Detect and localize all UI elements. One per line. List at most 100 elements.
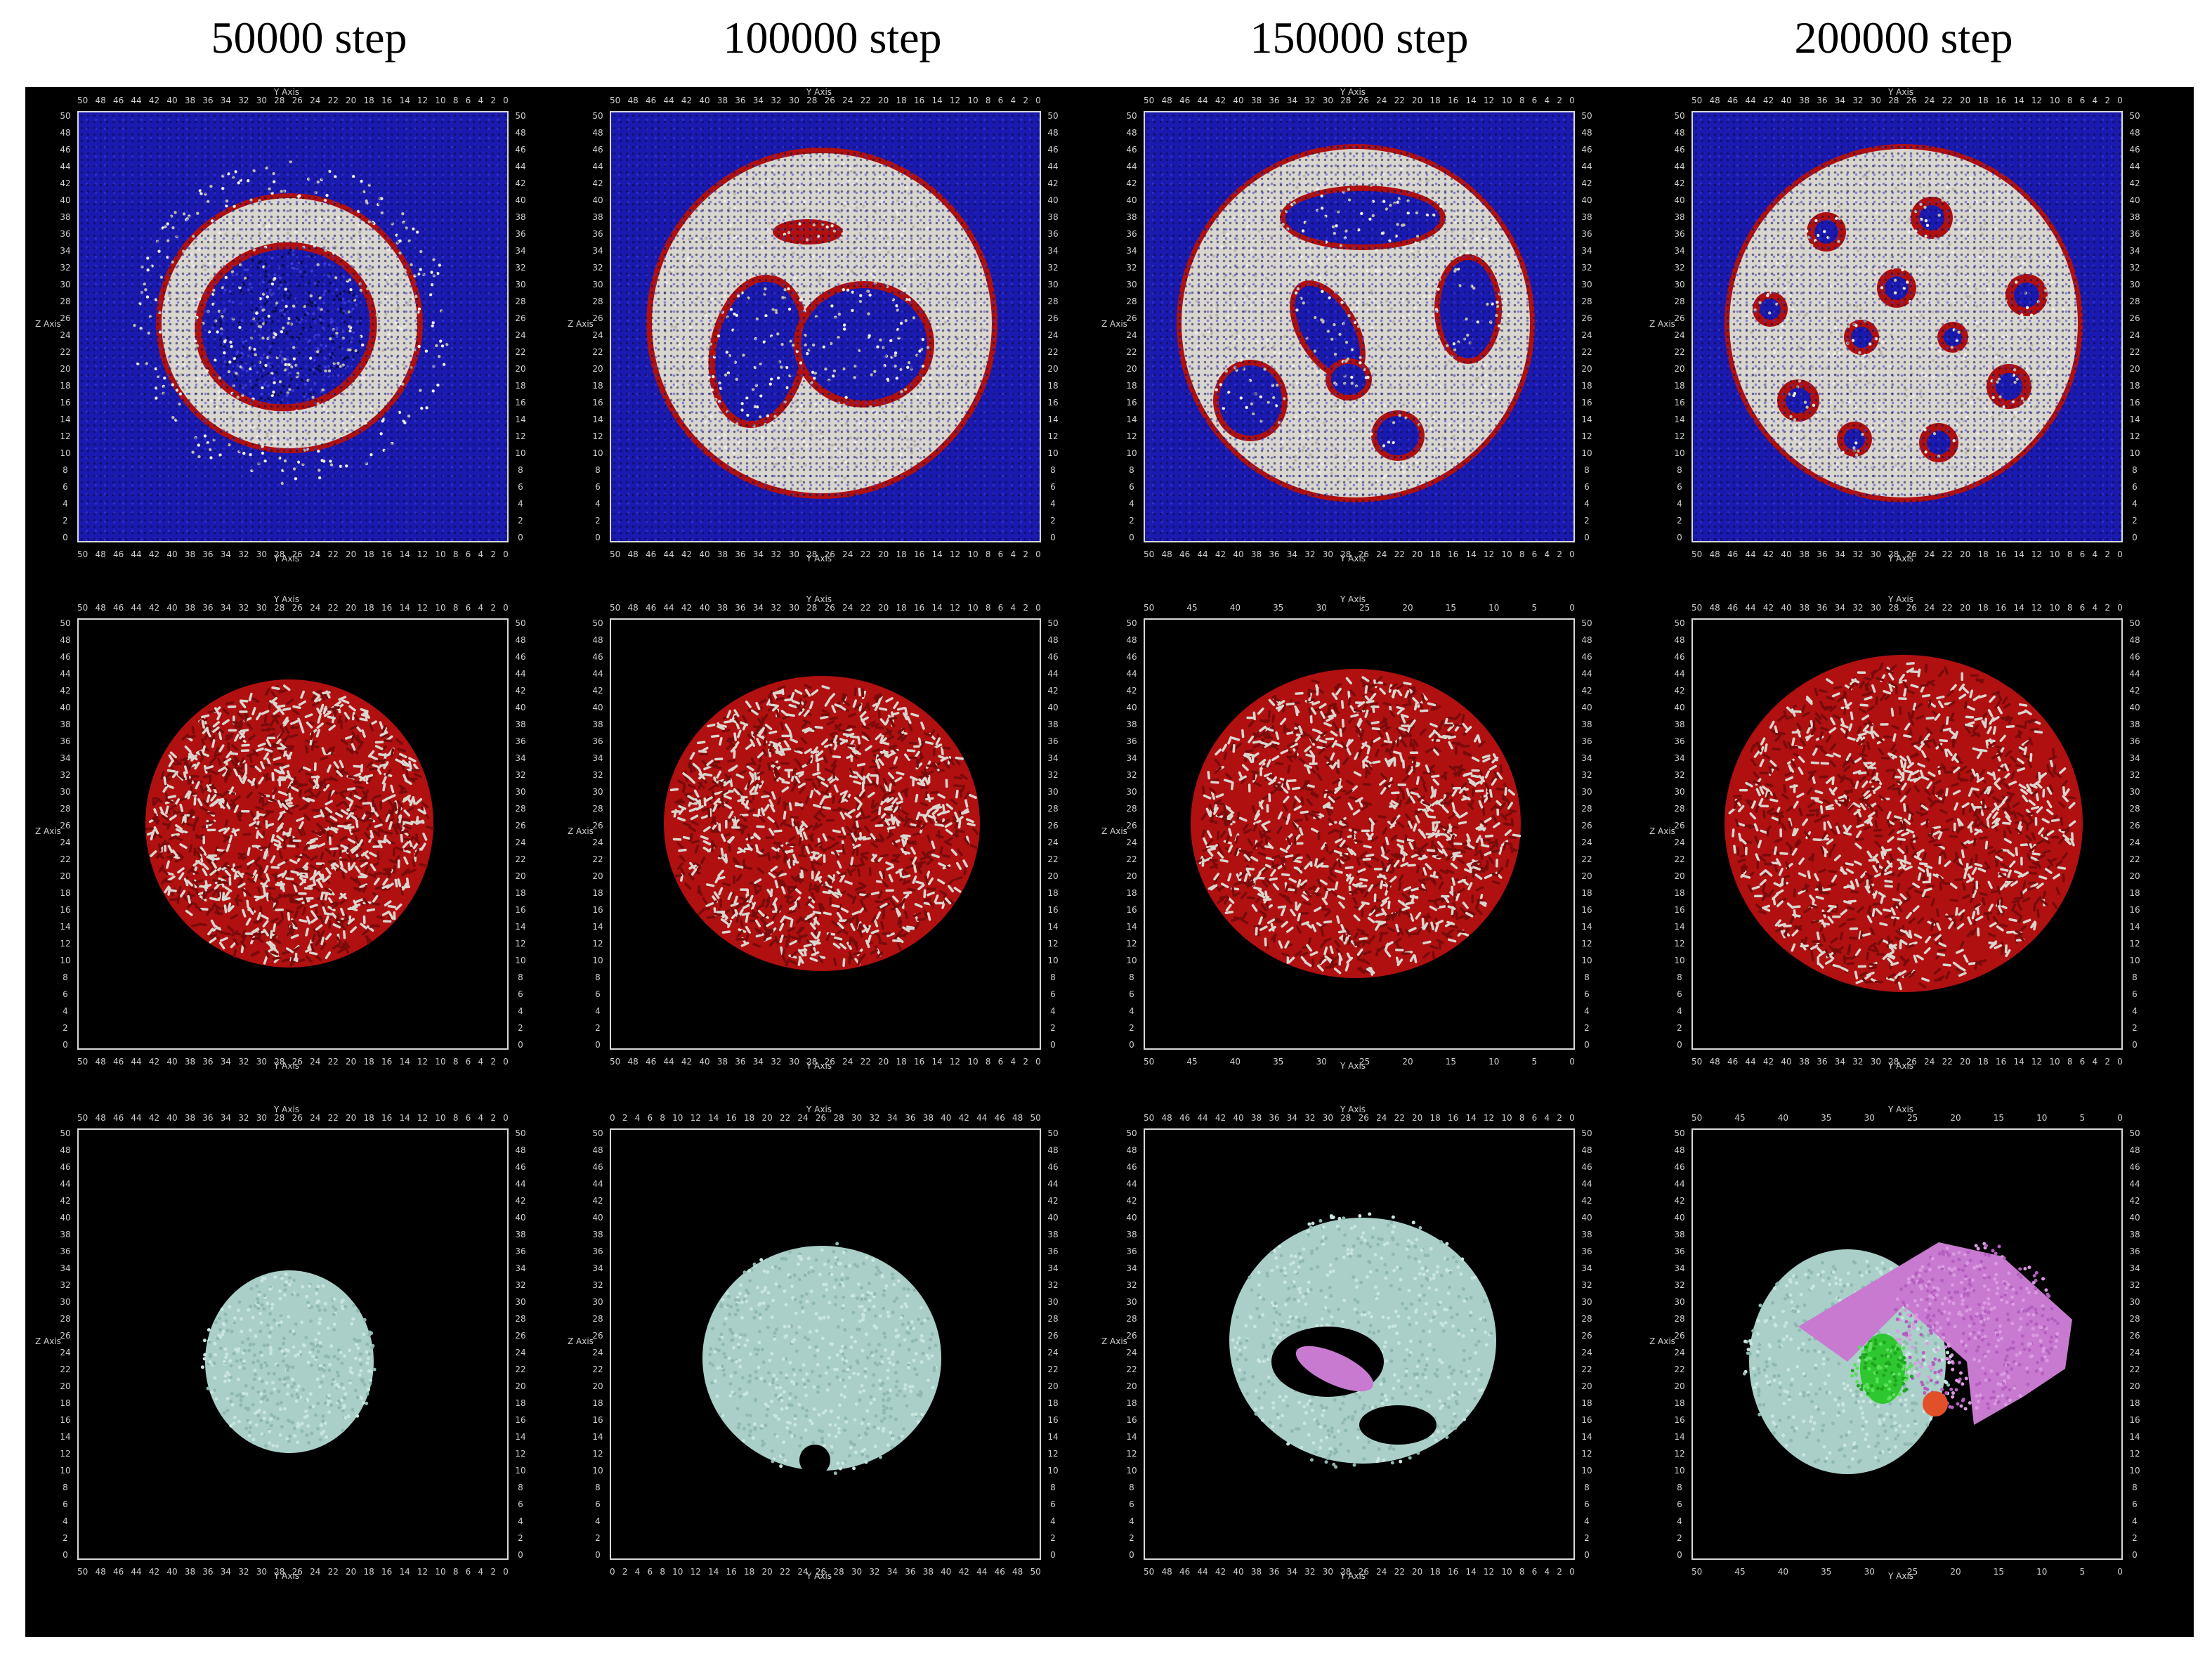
tick-label: 14	[399, 1113, 410, 1123]
tick-label: 10	[435, 603, 446, 613]
tick-label: 2	[1584, 1023, 1590, 1033]
tick-label: 46	[515, 652, 526, 662]
tick-label: 40	[2129, 703, 2140, 712]
tick-label: 6	[1531, 96, 1538, 105]
tick-label: 38	[60, 1230, 71, 1239]
tick-label: 2	[1129, 516, 1134, 526]
tick-label: 50	[2129, 111, 2140, 121]
tick-label: 14	[2013, 603, 2024, 613]
tick-label: 40	[941, 1567, 952, 1577]
tick-label: 46	[1581, 652, 1592, 662]
pore-head	[1213, 360, 1288, 441]
tick-label: 0	[1129, 533, 1134, 542]
tick-label: 44	[1745, 549, 1756, 559]
tick-label: 0	[595, 1550, 601, 1560]
tick-label: 22	[60, 1365, 71, 1374]
tick-label: 14	[1674, 415, 1685, 424]
tick-label: 32	[592, 770, 603, 780]
tick-label: 42	[681, 1057, 693, 1067]
tick-label: 30	[515, 280, 526, 289]
tick-label: 24	[2129, 1348, 2140, 1357]
tick-label: 46	[112, 1567, 124, 1577]
panel-row1-col1: 50 48 46 44 42 40 38 36 34 32 30 28 26 24 22 20 18 16 14 12…	[35, 87, 526, 564]
tick-label: 35	[1273, 1057, 1284, 1067]
tick-label: 38	[184, 603, 196, 613]
cluster-gap	[1359, 1405, 1437, 1445]
tick-label: 16	[592, 398, 603, 408]
tick-label: 40	[1581, 1213, 1592, 1223]
tick-label: 2	[595, 1023, 601, 1033]
tick-label: 32	[771, 549, 782, 559]
tick-label: 10	[60, 956, 71, 965]
tick-label: 32	[1674, 770, 1685, 780]
tick-label: 8	[452, 1057, 459, 1067]
tick-label: 4	[1050, 1006, 1056, 1016]
tick-label: 48	[2129, 635, 2140, 645]
tick-label: 4	[595, 1516, 601, 1526]
tick-label: 22	[1674, 1365, 1685, 1374]
bottom-axis-title: Y Axis	[806, 554, 832, 564]
tick-label: 10	[2129, 956, 2140, 965]
tick-label: 14	[1047, 415, 1059, 424]
molecule-rendering	[1191, 669, 1521, 978]
tick-label: 44	[1674, 162, 1685, 171]
tick-label: 44	[592, 669, 603, 679]
tick-label: 48	[1161, 549, 1172, 559]
tick-label: 34	[220, 96, 232, 105]
tick-label: 14	[2013, 1057, 2024, 1067]
tick-label: 14	[399, 1057, 410, 1067]
tick-label: 10	[1581, 1466, 1592, 1476]
tick-label: 28	[274, 96, 285, 105]
tick-label: 32	[1304, 96, 1316, 105]
tick-label: 6	[997, 603, 1004, 613]
tick-label: 16	[60, 1415, 71, 1425]
tick-label: 6	[63, 1499, 68, 1509]
tick-label: 26	[1126, 821, 1137, 831]
tick-label: 32	[515, 263, 526, 273]
top-axis-ticks: 0 2 4 6 8 10 12 14 16 18 20 22 24 26 28 30 32 34 36 38 40 42 4…	[610, 1107, 1041, 1128]
tick-label: 34	[220, 1567, 232, 1577]
tick-label: 16	[1674, 398, 1685, 408]
tick-label: 34	[220, 603, 232, 613]
tick-label: 24	[1924, 603, 1935, 613]
tick-label: 14	[931, 1057, 943, 1067]
tick-label: 0	[503, 1567, 509, 1577]
tick-label: 44	[1197, 96, 1208, 105]
right-axis-ticks: 50 48 46 44 42 40 38 36 34 32 30 28 26 24 22 20 18 16 14 12…	[2124, 618, 2145, 1050]
tick-label: 20	[346, 603, 357, 613]
left-axis-ticks: 50 48 46 44 42 40 38 36 34 32 30 28 26 24 22 20 18 16 14 12…	[587, 1128, 608, 1560]
tick-label: 20	[2129, 364, 2140, 374]
left-axis-title: Z Axis	[1649, 826, 1675, 836]
tick-label: 18	[2129, 888, 2140, 898]
tick-label: 48	[1126, 128, 1137, 138]
tick-label: 34	[1047, 753, 1059, 763]
tick-label: 28	[515, 297, 526, 306]
tick-label: 2	[1050, 516, 1056, 526]
tick-label: 30	[1322, 96, 1333, 105]
tick-label: 36	[202, 96, 214, 105]
tick-label: 44	[663, 603, 674, 613]
tick-label: 2	[1557, 1113, 1562, 1123]
tick-label: 8	[2067, 603, 2073, 613]
tick-label: 2	[1023, 1057, 1028, 1067]
tick-label: 12	[2031, 96, 2043, 105]
tick-label: 40	[1126, 1213, 1137, 1223]
tick-label: 20	[878, 1057, 889, 1067]
tick-label: 10	[967, 96, 979, 105]
tick-label: 18	[1977, 603, 1989, 613]
tick-label: 10	[60, 1466, 71, 1476]
tick-label: 16	[1995, 549, 2007, 559]
tick-label: 8	[660, 1113, 665, 1123]
tick-label: 48	[1161, 1567, 1172, 1577]
tick-label: 18	[363, 1567, 374, 1577]
tick-label: 36	[1269, 1113, 1280, 1123]
tick-label: 22	[327, 603, 339, 613]
tick-label: 14	[1581, 1432, 1592, 1442]
top-axis-title: Y Axis	[806, 87, 832, 97]
tick-label: 4	[1010, 1057, 1016, 1067]
tick-label: 22	[60, 347, 71, 357]
tick-label: 40	[1233, 549, 1244, 559]
tick-label: 32	[1852, 1057, 1864, 1067]
tick-label: 8	[1050, 972, 1056, 982]
tick-label: 18	[2129, 1398, 2140, 1408]
